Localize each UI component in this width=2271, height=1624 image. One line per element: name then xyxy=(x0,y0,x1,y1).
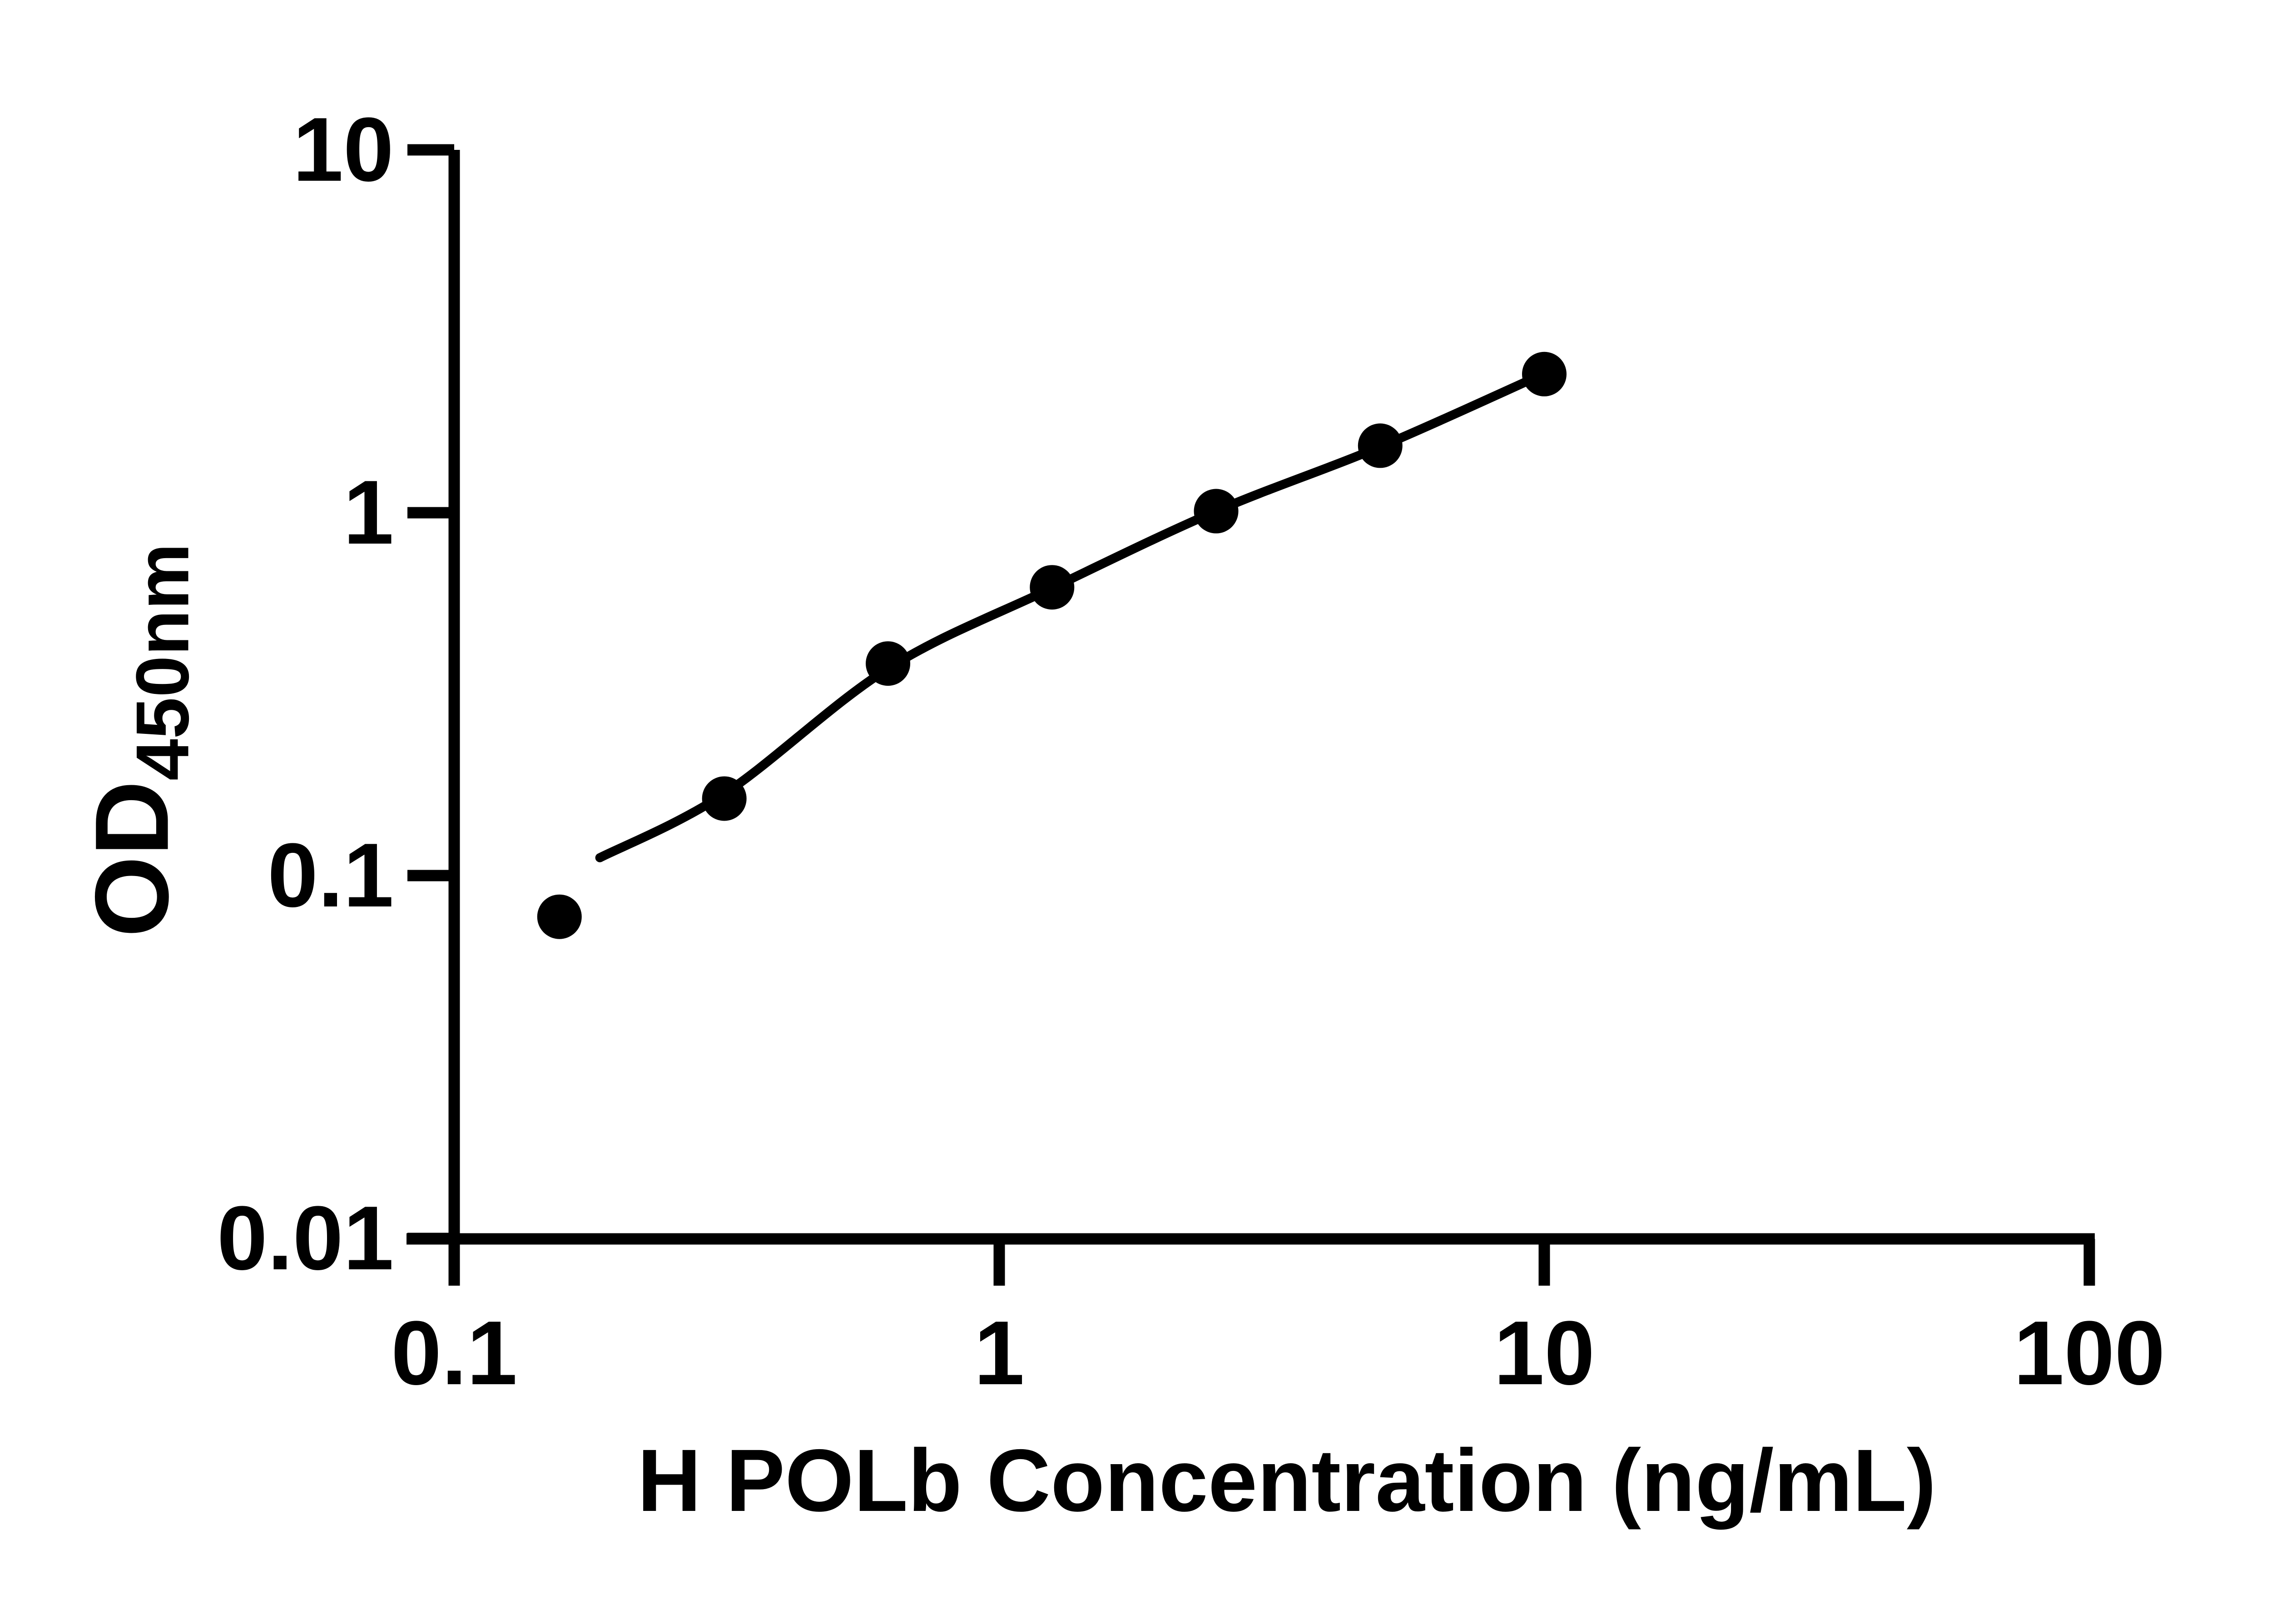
x-tick-label-10: 10 xyxy=(1493,1302,1595,1404)
data-point-marker xyxy=(702,776,747,821)
data-point-marker xyxy=(537,894,582,939)
y-axis-title: OD450nm xyxy=(74,543,204,937)
y-tick-label-0.1: 0.1 xyxy=(267,825,394,926)
data-point-marker xyxy=(1030,565,1075,610)
y-tick-label-10: 10 xyxy=(293,99,394,200)
x-tick-label-0.1: 0.1 xyxy=(391,1302,518,1404)
data-point-marker xyxy=(1522,352,1567,396)
data-point-marker xyxy=(1194,489,1239,534)
y-tick-label-0.01: 0.01 xyxy=(217,1188,394,1289)
y-axis-title-main: OD xyxy=(73,780,190,937)
data-point-marker xyxy=(1358,423,1403,468)
data-point-marker xyxy=(866,641,911,686)
y-tick-label-1: 1 xyxy=(343,462,394,563)
x-tick-label-1: 1 xyxy=(974,1302,1025,1404)
x-tick-label-100: 100 xyxy=(2013,1302,2165,1404)
y-axis-title-subscript: 450nm xyxy=(120,543,204,781)
x-axis-title: H POLb Concentration (ng/mL) xyxy=(637,1431,1936,1530)
